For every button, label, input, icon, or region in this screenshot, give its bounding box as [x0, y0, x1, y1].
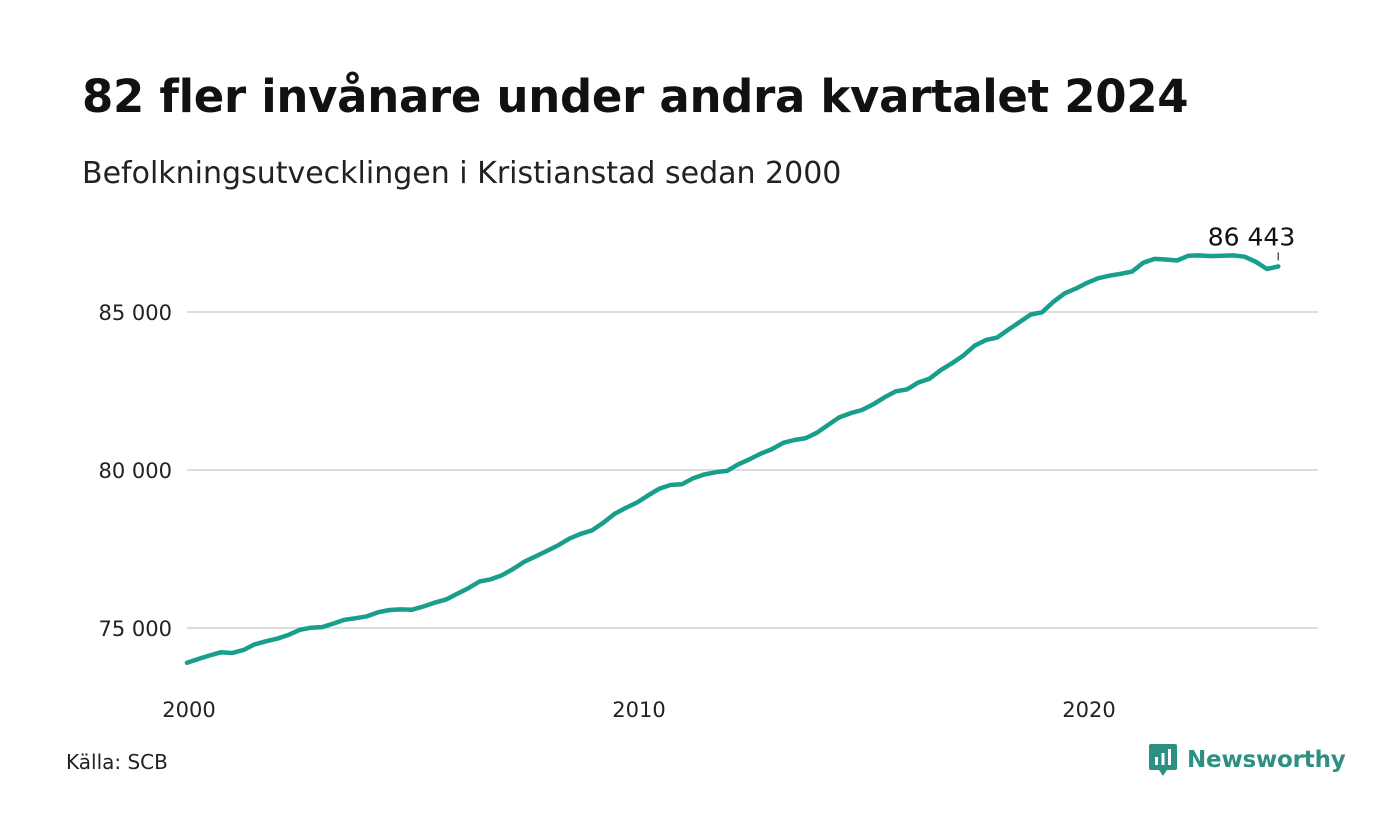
source-note: Källa: SCB	[66, 750, 168, 774]
y-axis-tick-labels: 75 000 80 000 85 000	[99, 301, 172, 641]
y-tick-label: 75 000	[99, 617, 172, 641]
end-value-label: 86 443	[1208, 222, 1295, 251]
population-line	[184, 253, 1281, 666]
x-tick-label: 2020	[1062, 698, 1115, 722]
line-chart: 75 000 80 000 85 000 2000 2010 2020 86 443	[99, 222, 1318, 722]
newsworthy-logo-icon	[1149, 744, 1177, 776]
x-tick-label: 2000	[162, 698, 215, 722]
brand-logo[interactable]: Newsworthy	[1148, 742, 1346, 778]
brand-name: Newsworthy	[1187, 747, 1346, 773]
gridlines	[187, 311, 1318, 629]
chart-subtitle: Befolkningsutvecklingen i Kristianstad s…	[82, 156, 842, 191]
y-tick-label: 80 000	[99, 459, 172, 483]
chart-title: 82 fler invånare under andra kvartalet 2…	[82, 70, 1189, 123]
x-tick-label: 2010	[612, 698, 665, 722]
y-tick-label: 85 000	[99, 301, 172, 325]
x-axis-tick-labels: 2000 2010 2020	[162, 698, 1115, 722]
